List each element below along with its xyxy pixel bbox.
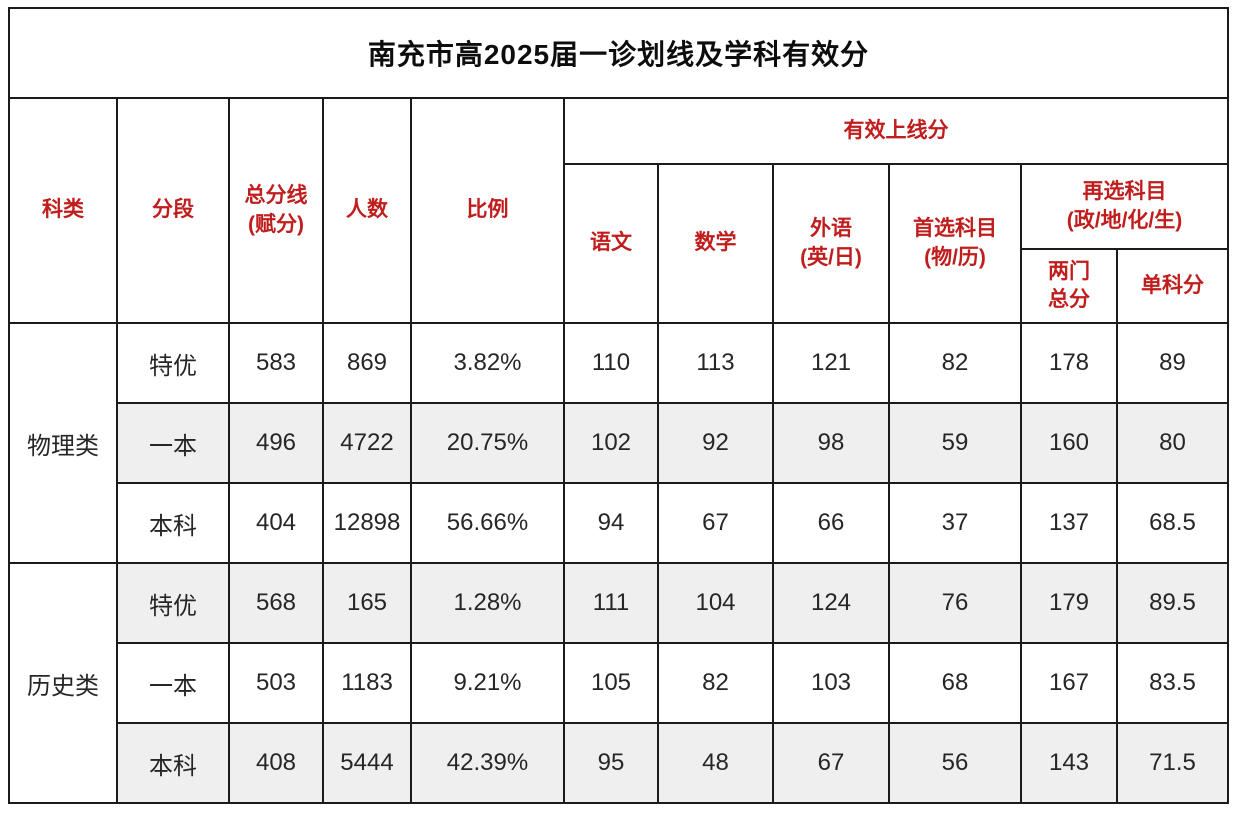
col-header-two-subject-total: 两门 总分 [1020, 248, 1118, 324]
foreign-language-label-line1: 外语 [810, 217, 852, 241]
chinese-score-cell: 95 [563, 722, 659, 804]
col-header-category: 科类 [8, 97, 118, 324]
segment-cell: 特优 [116, 322, 230, 404]
ratio-cell: 20.75% [410, 402, 565, 484]
ratio-cell: 1.28% [410, 562, 565, 644]
table-row-physics-tier2: 一本 496 4722 20.75% 102 92 98 59 160 80 [9, 402, 1229, 484]
chinese-score-cell: 111 [563, 562, 659, 644]
math-score-cell: 48 [657, 722, 774, 804]
col-header-first-choice-subject: 首选科目 (物/历) [888, 163, 1022, 324]
foreign-score-cell: 98 [772, 402, 890, 484]
math-score-cell: 82 [657, 642, 774, 724]
col-header-chinese: 语文 [563, 163, 659, 324]
chinese-score-cell: 105 [563, 642, 659, 724]
total-line-cell: 404 [228, 482, 324, 564]
two-subject-total-cell: 137 [1020, 482, 1118, 564]
ratio-cell: 56.66% [410, 482, 565, 564]
reselect-label-line1: 再选科目 [1082, 180, 1167, 204]
table-row-history-tier3: 本科 408 5444 42.39% 95 48 67 56 143 71.5 [9, 722, 1229, 804]
math-score-cell: 113 [657, 322, 774, 404]
first-choice-score-cell: 82 [888, 322, 1022, 404]
count-cell: 1183 [322, 642, 412, 724]
segment-cell: 本科 [116, 722, 230, 804]
col-header-foreign-language: 外语 (英/日) [772, 163, 890, 324]
single-subject-cell: 68.5 [1116, 482, 1229, 564]
ratio-cell: 9.21% [410, 642, 565, 724]
math-score-cell: 67 [657, 482, 774, 564]
first-choice-score-cell: 68 [888, 642, 1022, 724]
two-subject-total-cell: 143 [1020, 722, 1118, 804]
first-choice-label-line1: 首选科目 [913, 217, 997, 241]
segment-cell: 一本 [116, 642, 230, 724]
single-subject-cell: 89 [1116, 322, 1229, 404]
single-subject-cell: 80 [1116, 402, 1229, 484]
count-cell: 12898 [322, 482, 412, 564]
total-line-cell: 568 [228, 562, 324, 644]
chinese-score-cell: 110 [563, 322, 659, 404]
col-header-math: 数学 [657, 163, 774, 324]
total-line-cell: 503 [228, 642, 324, 724]
total-line-cell: 583 [228, 322, 324, 404]
col-header-effective-scores: 有效上线分 [563, 97, 1229, 165]
col-header-count: 人数 [322, 97, 412, 324]
foreign-score-cell: 67 [772, 722, 890, 804]
foreign-score-cell: 66 [772, 482, 890, 564]
two-subject-total-cell: 167 [1020, 642, 1118, 724]
total-line-cell: 496 [228, 402, 324, 484]
foreign-score-cell: 103 [772, 642, 890, 724]
count-cell: 5444 [322, 722, 412, 804]
page-title: 南充市高2025届一诊划线及学科有效分 [8, 7, 1229, 99]
single-subject-cell: 83.5 [1116, 642, 1229, 724]
table-row-physics-tier1: 物理类 特优 583 869 3.82% 110 113 121 82 178 … [8, 322, 1229, 564]
title-row: 南充市高2025届一诊划线及学科有效分 [8, 7, 1229, 99]
header-row-3: 两门 总分 单科分 [9, 248, 1229, 324]
math-score-cell: 104 [657, 562, 774, 644]
first-choice-score-cell: 56 [888, 722, 1022, 804]
foreign-score-cell: 124 [772, 562, 890, 644]
total-line-cell: 408 [228, 722, 324, 804]
total-line-label-line2: (赋分) [248, 212, 304, 236]
category-cell-physics: 物理类 [8, 322, 118, 564]
segment-cell: 本科 [116, 482, 230, 564]
first-choice-score-cell: 76 [888, 562, 1022, 644]
table-sheet: 南充市高2025届一诊划线及学科有效分 科类 分段 总分线 (赋分) 人数 比例… [8, 7, 1229, 804]
table-row-history-tier1: 历史类 特优 568 165 1.28% 111 104 124 76 179 … [8, 562, 1229, 804]
count-cell: 165 [322, 562, 412, 644]
ratio-cell: 42.39% [410, 722, 565, 804]
two-subject-total-cell: 178 [1020, 322, 1118, 404]
two-subject-total-cell: 160 [1020, 402, 1118, 484]
col-header-single-subject: 单科分 [1116, 248, 1229, 324]
chinese-score-cell: 94 [563, 482, 659, 564]
col-header-reselect-subjects: 再选科目 (政/地/化/生) [1020, 163, 1229, 250]
ratio-cell: 3.82% [410, 322, 565, 404]
score-table: 南充市高2025届一诊划线及学科有效分 科类 分段 总分线 (赋分) 人数 比例… [8, 7, 1229, 804]
foreign-language-label-line2: (英/日) [800, 245, 862, 269]
two-subject-total-cell: 179 [1020, 562, 1118, 644]
count-cell: 4722 [322, 402, 412, 484]
count-cell: 869 [322, 322, 412, 404]
col-header-total-line: 总分线 (赋分) [228, 97, 324, 324]
chinese-score-cell: 102 [563, 402, 659, 484]
segment-cell: 特优 [116, 562, 230, 644]
header-row-2: 语文 数学 外语 (英/日) 首选科目 (物/历) 再选科目 (政/地/化/生) [9, 163, 1229, 324]
single-subject-cell: 89.5 [1116, 562, 1229, 644]
single-subject-cell: 71.5 [1116, 722, 1229, 804]
table-row-history-tier2: 一本 503 1183 9.21% 105 82 103 68 167 83.5 [9, 642, 1229, 724]
col-header-ratio: 比例 [410, 97, 565, 324]
header-row-1: 科类 分段 总分线 (赋分) 人数 比例 有效上线分 [8, 97, 1229, 324]
first-choice-score-cell: 59 [888, 402, 1022, 484]
total-line-label-line1: 总分线 [244, 184, 308, 208]
first-choice-label-line2: (物/历) [924, 245, 986, 269]
math-score-cell: 92 [657, 402, 774, 484]
table-row-physics-tier3: 本科 404 12898 56.66% 94 67 66 37 137 68.5 [9, 482, 1229, 564]
reselect-label-line2: (政/地/化/生) [1066, 208, 1183, 232]
two-subject-total-label-line2: 总分 [1048, 288, 1090, 311]
segment-cell: 一本 [116, 402, 230, 484]
category-cell-history: 历史类 [8, 562, 118, 804]
first-choice-score-cell: 37 [888, 482, 1022, 564]
foreign-score-cell: 121 [772, 322, 890, 404]
col-header-segment: 分段 [116, 97, 230, 324]
two-subject-total-label-line1: 两门 [1048, 259, 1090, 283]
